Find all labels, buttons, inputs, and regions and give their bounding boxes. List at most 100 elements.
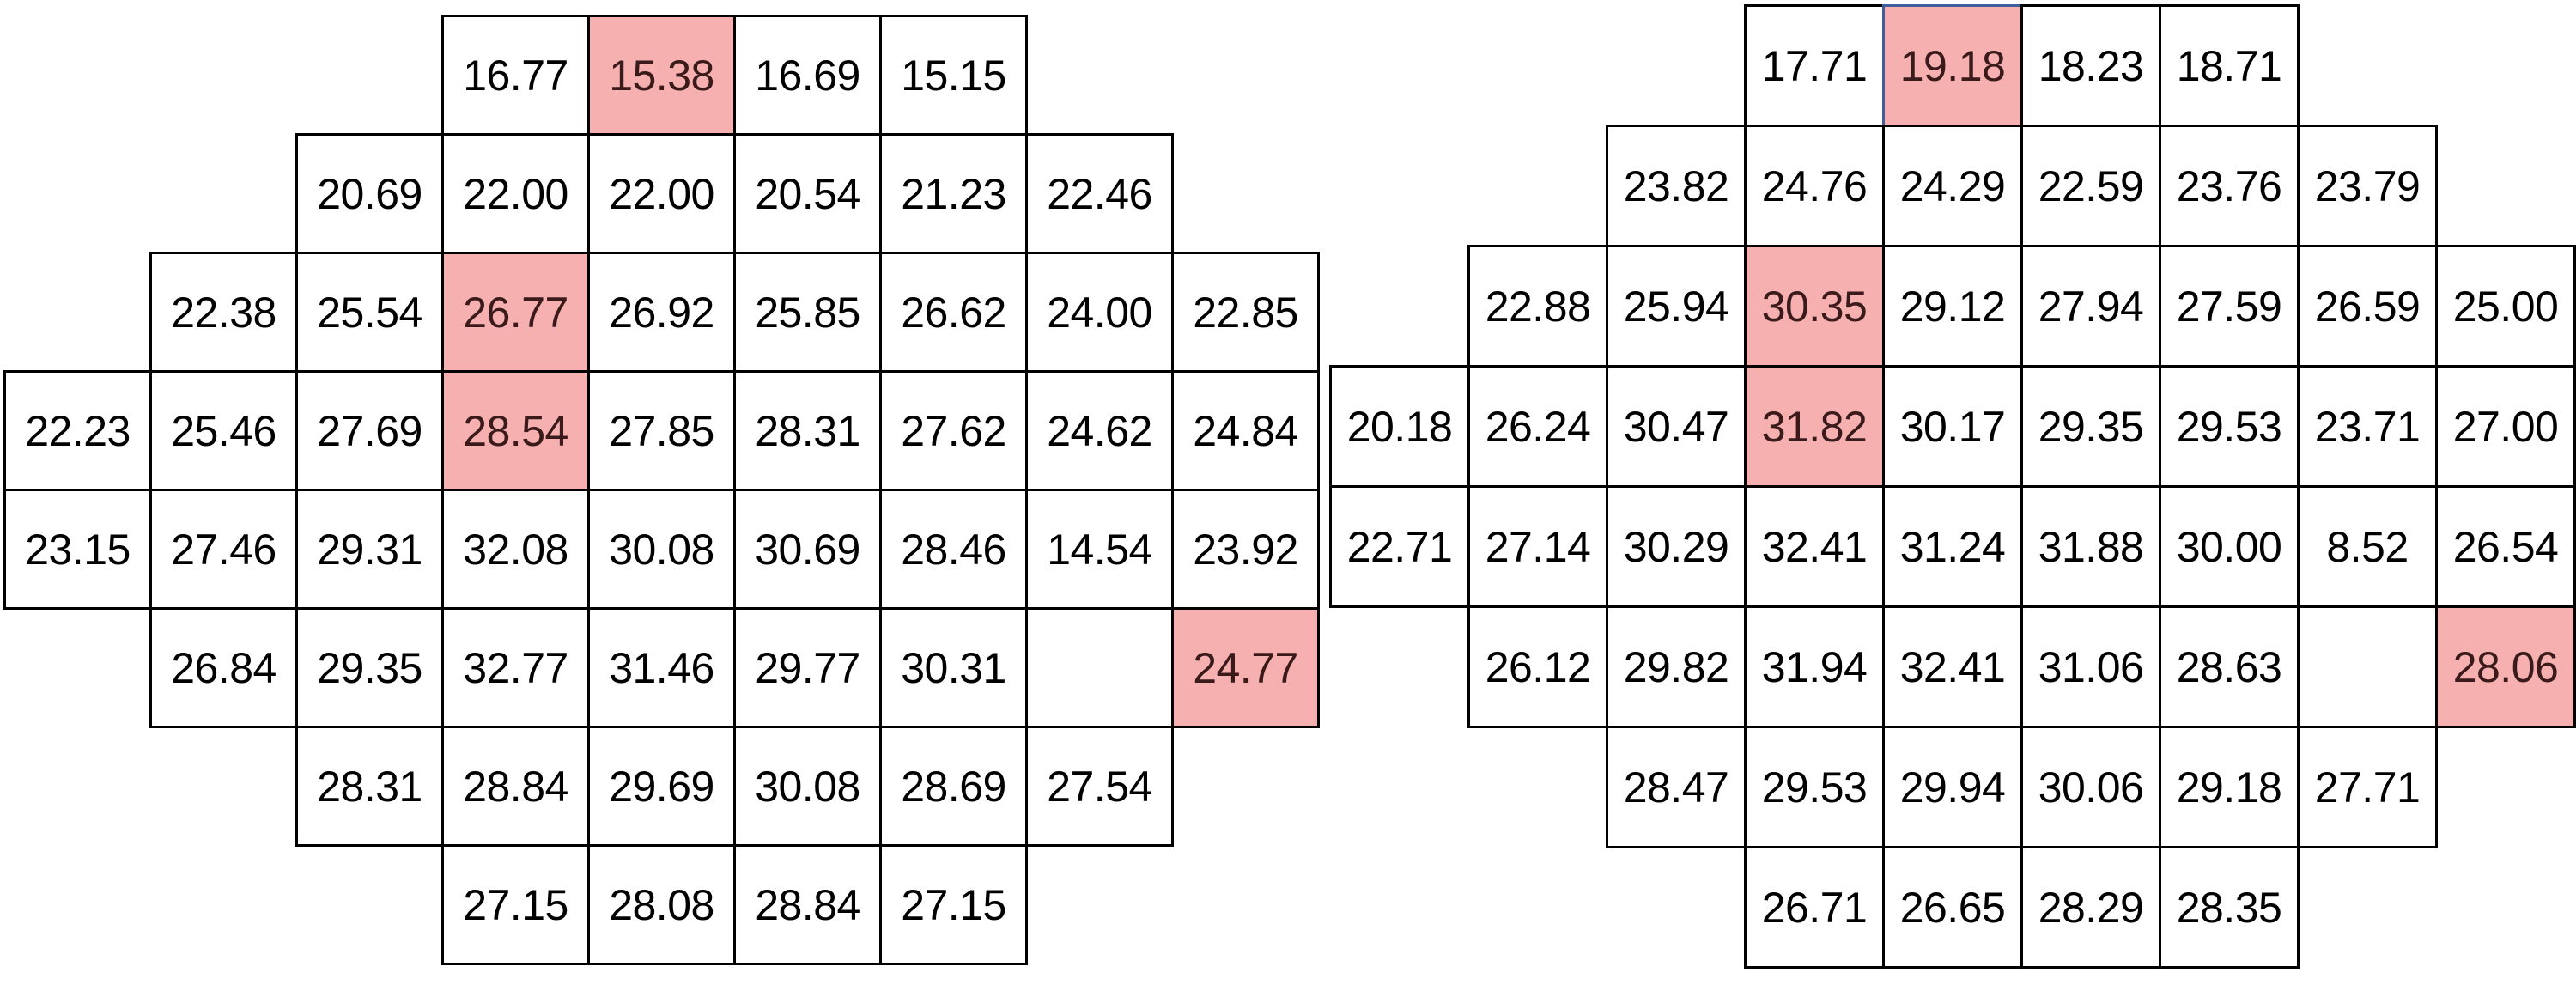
grid-right-cell-r4-c6: 30.00 (2159, 485, 2300, 608)
grid-right-cell-r3-c1: 26.24 (1467, 365, 1608, 488)
grid-right-cell-r5-c4: 32.41 (1882, 605, 2023, 728)
grid-right-cell-r2-c3: 30.35 (1744, 245, 1885, 368)
grid-right-cell-r2-c6: 27.59 (2159, 245, 2300, 368)
grid-left-cell-r4-c0: 23.15 (3, 489, 152, 610)
grid-right-cell-r4-c0: 22.71 (1329, 485, 1470, 608)
grid-left-cell-r5-c3: 32.77 (441, 607, 590, 728)
grid-right-cell-r0-c3: 17.71 (1744, 4, 1885, 127)
grid-right-cell-r2-c1: 22.88 (1467, 245, 1608, 368)
grid-left-cell-r1-c6: 21.23 (879, 133, 1028, 254)
grid-right-cell-r1-c6: 23.76 (2159, 125, 2300, 247)
grid-left-cell-r4-c8: 23.92 (1171, 489, 1320, 610)
grid-right-cell-r4-c2: 30.29 (1606, 485, 1747, 608)
grid-left-cell-r7-c5: 28.84 (733, 844, 882, 965)
grid-right-cell-r4-c8: 26.54 (2435, 485, 2576, 608)
grid-left-cell-r6-c4: 29.69 (587, 726, 736, 847)
grid-right-cell-r2-c2: 25.94 (1606, 245, 1747, 368)
grid-right-cell-r5-c5: 31.06 (2020, 605, 2161, 728)
grid-right-cell-r3-c3: 31.82 (1744, 365, 1885, 488)
grid-right-cell-r4-c4: 31.24 (1882, 485, 2023, 608)
grid-left-cell-r3-c2: 27.69 (295, 370, 444, 491)
grid-left-cell-r4-c4: 30.08 (587, 489, 736, 610)
grid-right-cell-r2-c7: 26.59 (2297, 245, 2438, 368)
grid-right-cell-r1-c2: 23.82 (1606, 125, 1747, 247)
grid-right-cell-r3-c5: 29.35 (2020, 365, 2161, 488)
grid-right-cell-r3-c8: 27.00 (2435, 365, 2576, 488)
grid-left-cell-r2-c7: 24.00 (1025, 252, 1174, 373)
grid-right-cell-r2-c5: 27.94 (2020, 245, 2161, 368)
grid-left-cell-r4-c1: 27.46 (149, 489, 298, 610)
grid-left-cell-r5-c2: 29.35 (295, 607, 444, 728)
grid-left-cell-r5-c4: 31.46 (587, 607, 736, 728)
grid-right-cell-r6-c5: 30.06 (2020, 726, 2161, 848)
grid-right-cell-r2-c8: 25.00 (2435, 245, 2576, 368)
grid-left-cell-r7-c3: 27.15 (441, 844, 590, 965)
grid-left-cell-r3-c7: 24.62 (1025, 370, 1174, 491)
grid-left-cell-r1-c2: 20.69 (295, 133, 444, 254)
grid-right-cell-r6-c6: 29.18 (2159, 726, 2300, 848)
grid-right-cell-r6-c3: 29.53 (1744, 726, 1885, 848)
grid-left-cell-r3-c3: 28.54 (441, 370, 590, 491)
grid-right-cell-r5-c2: 29.82 (1606, 605, 1747, 728)
grid-left-cell-r6-c3: 28.84 (441, 726, 590, 847)
grid-right-cell-r4-c3: 32.41 (1744, 485, 1885, 608)
grid-left-cell-r2-c3: 26.77 (441, 252, 590, 373)
grid-left-cell-r3-c5: 28.31 (733, 370, 882, 491)
grid-left-cell-r1-c7: 22.46 (1025, 133, 1174, 254)
grid-left-cell-r2-c2: 25.54 (295, 252, 444, 373)
grid-left-cell-r6-c2: 28.31 (295, 726, 444, 847)
grid-left-cell-r5-c1: 26.84 (149, 607, 298, 728)
grid-left-cell-r7-c4: 28.08 (587, 844, 736, 965)
grid-left-cell-r5-c7 (1025, 607, 1174, 728)
grid-left-cell-r4-c2: 29.31 (295, 489, 444, 610)
grid-right-cell-r5-c6: 28.63 (2159, 605, 2300, 728)
grid-right-cell-r0-c5: 18.23 (2020, 4, 2161, 127)
grid-left-cell-r2-c5: 25.85 (733, 252, 882, 373)
grid-left-cell-r5-c6: 30.31 (879, 607, 1028, 728)
grid-left-cell-r2-c1: 22.38 (149, 252, 298, 373)
grid-left-cell-r6-c5: 30.08 (733, 726, 882, 847)
grid-left-cell-r4-c7: 14.54 (1025, 489, 1174, 610)
grid-left-cell-r7-c6: 27.15 (879, 844, 1028, 965)
grid-left-cell-r3-c1: 25.46 (149, 370, 298, 491)
grid-left-cell-r4-c5: 30.69 (733, 489, 882, 610)
grid-right-cell-r1-c7: 23.79 (2297, 125, 2438, 247)
grid-right-cell-r4-c7: 8.52 (2297, 485, 2438, 608)
grid-left-cell-r2-c4: 26.92 (587, 252, 736, 373)
grid-right-cell-r0-c6: 18.71 (2159, 4, 2300, 127)
grid-left-cell-r0-c5: 16.69 (733, 15, 882, 136)
grid-right-cell-r5-c8: 28.06 (2435, 605, 2576, 728)
grid-right-cell-r1-c4: 24.29 (1882, 125, 2023, 247)
grid-right-cell-r5-c7 (2297, 605, 2438, 728)
grid-left-cell-r3-c4: 27.85 (587, 370, 736, 491)
grid-right-cell-r3-c6: 29.53 (2159, 365, 2300, 488)
grid-right-cell-r6-c7: 27.71 (2297, 726, 2438, 848)
grid-left-cell-r1-c4: 22.00 (587, 133, 736, 254)
grid-left-cell-r3-c6: 27.62 (879, 370, 1028, 491)
grid-right-cell-r4-c1: 27.14 (1467, 485, 1608, 608)
grid-left-cell-r3-c0: 22.23 (3, 370, 152, 491)
grid-right-cell-r2-c4: 29.12 (1882, 245, 2023, 368)
grid-right-cell-r3-c0: 20.18 (1329, 365, 1470, 488)
grid-right-cell-r7-c6: 28.35 (2159, 846, 2300, 969)
grid-left-cell-r4-c6: 28.46 (879, 489, 1028, 610)
grid-right-cell-r4-c5: 31.88 (2020, 485, 2161, 608)
grid-left-cell-r5-c8: 24.77 (1171, 607, 1320, 728)
grid-right-cell-r3-c4: 30.17 (1882, 365, 2023, 488)
grid-right-cell-r6-c2: 28.47 (1606, 726, 1747, 848)
grid-right-cell-r7-c5: 28.29 (2020, 846, 2161, 969)
grid-right-cell-r3-c2: 30.47 (1606, 365, 1747, 488)
grid-right-cell-r7-c3: 26.71 (1744, 846, 1885, 969)
grid-left-cell-r4-c3: 32.08 (441, 489, 590, 610)
grid-left-cell-r3-c8: 24.84 (1171, 370, 1320, 491)
grid-left-cell-r2-c8: 22.85 (1171, 252, 1320, 373)
grid-left-cell-r6-c7: 27.54 (1025, 726, 1174, 847)
grid-right-cell-r5-c3: 31.94 (1744, 605, 1885, 728)
grid-left-cell-r0-c3: 16.77 (441, 15, 590, 136)
grid-left-cell-r2-c6: 26.62 (879, 252, 1028, 373)
grid-right-cell-r5-c1: 26.12 (1467, 605, 1608, 728)
grid-right-cell-r0-c4: 19.18 (1882, 4, 2023, 127)
grid-left-cell-r0-c6: 15.15 (879, 15, 1028, 136)
grid-left-cell-r5-c5: 29.77 (733, 607, 882, 728)
grid-left-cell-r1-c5: 20.54 (733, 133, 882, 254)
